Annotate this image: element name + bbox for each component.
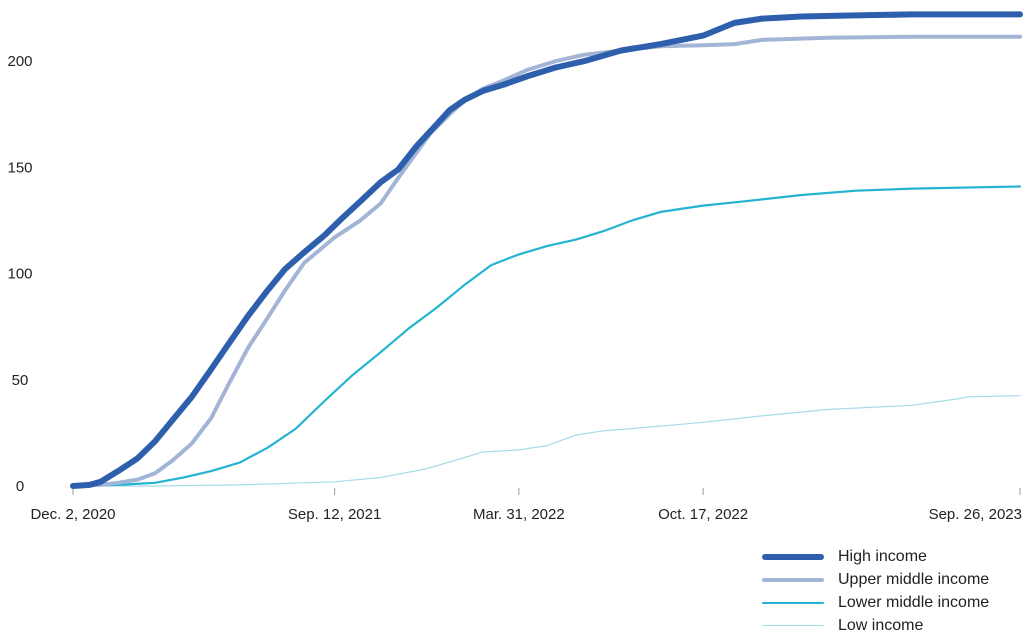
legend-swatch-lower-middle-income	[762, 601, 824, 604]
x-tick-label-2: Mar. 31, 2022	[473, 506, 565, 523]
y-tick-label-0: 0	[16, 478, 24, 495]
legend-swatch-high-income	[762, 553, 824, 560]
x-tick-label-3: Oct. 17, 2022	[658, 506, 748, 523]
legend-swatch-low-income	[762, 625, 824, 626]
x-tick-label-1: Sep. 12, 2021	[288, 506, 381, 523]
series-layer	[70, 11, 1023, 489]
line-chart: 0 50 100 150 200 Dec. 2, 2020 Sep. 12, 2021 Ma…	[7, 11, 1023, 523]
series-line-upper-middle-income	[71, 34, 1022, 488]
series-line-low-income	[72, 395, 1021, 487]
series-line-high-income	[70, 11, 1023, 489]
legend-label-high-income: High income	[838, 547, 927, 565]
y-axis: 0 50 100 150 200	[7, 53, 32, 495]
legend-item-upper-middle-income: Upper middle income	[762, 568, 1022, 591]
x-tick-label-4: Sep. 26, 2023	[929, 506, 1022, 523]
legend-label-upper-middle-income: Upper middle income	[838, 570, 990, 588]
y-tick-label-1: 50	[12, 372, 29, 389]
legend-item-high-income: High income	[762, 545, 1022, 568]
y-tick-label-3: 150	[7, 159, 32, 176]
series-line-lower-middle-income	[71, 185, 1022, 488]
legend-item-lower-middle-income: Lower middle income	[762, 591, 1022, 614]
legend-label-low-income: Low income	[838, 616, 924, 634]
legend-label-lower-middle-income: Lower middle income	[838, 593, 990, 611]
y-tick-label-2: 100	[7, 266, 32, 283]
x-tick-label-0: Dec. 2, 2020	[30, 506, 115, 523]
legend-swatch-upper-middle-income	[762, 577, 824, 582]
y-tick-label-4: 200	[7, 53, 32, 70]
x-axis: Dec. 2, 2020 Sep. 12, 2021 Mar. 31, 2022 Oc…	[30, 488, 1022, 523]
legend: High income Upper middle income Lower mi…	[762, 545, 1022, 637]
legend-item-low-income: Low income	[762, 614, 1022, 637]
